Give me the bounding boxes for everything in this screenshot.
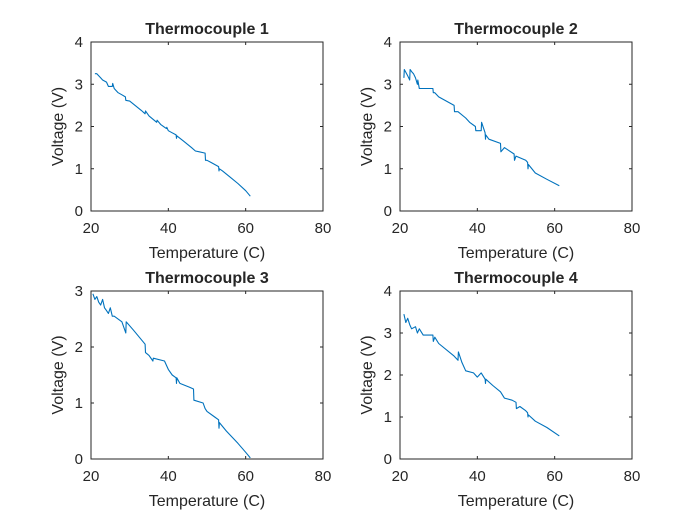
chart-title: Thermocouple 2 [454,21,578,38]
y-axis-label: Voltage (V) [50,335,67,414]
series-line-1 [94,73,251,197]
plot-area [399,41,633,212]
y-tick-label: 2 [75,119,83,136]
chart-title: Thermocouple 3 [145,270,269,287]
y-tick-label: 0 [384,451,392,468]
x-tick-label: 20 [392,220,409,237]
x-tick-label: 80 [315,220,332,237]
subplot-2: Thermocouple 2 20 40 60 80 0 1 2 3 4 Temperature (… [359,21,640,262]
y-tick-label: 3 [384,325,392,342]
chart-title: Thermocouple 1 [145,21,269,38]
x-axis-label: Temperature (C) [458,493,574,510]
y-axis-label: Voltage (V) [50,87,67,166]
y-axis-label: Voltage (V) [359,335,376,414]
x-tick-label: 80 [315,468,332,485]
x-tick-label: 60 [546,468,563,485]
x-tick-label: 60 [546,220,563,237]
y-tick-label: 0 [75,451,83,468]
y-tick-label: 0 [75,203,83,220]
x-tick-label: 80 [624,468,641,485]
y-tick-label: 3 [75,283,83,300]
x-tick-label: 80 [624,220,641,237]
x-tick-label: 60 [237,468,254,485]
y-tick-label: 0 [384,203,392,220]
y-tick-label: 4 [75,34,83,51]
plot-area [90,290,324,460]
y-tick-label: 2 [75,339,83,356]
y-tick-label: 1 [384,161,392,178]
subplot-1: Thermocouple 1 20 40 60 80 0 1 2 3 4 Temperature (… [50,21,331,262]
y-tick-label: 3 [75,76,83,93]
x-tick-label: 60 [237,220,254,237]
y-tick-label: 1 [75,161,83,178]
series-line-1 [403,68,560,187]
y-tick-label: 2 [384,367,392,384]
x-axis-label: Temperature (C) [149,245,265,262]
y-axis-label: Voltage (V) [359,87,376,166]
x-tick-label: 40 [160,468,177,485]
y-tick-label: 3 [384,76,392,93]
y-tick-label: 4 [384,34,392,51]
x-axis-label: Temperature (C) [149,493,265,510]
plot-area [399,290,633,460]
series-line-1 [403,313,560,437]
subplot-4: Thermocouple 4 20 40 60 80 0 1 2 3 4 Temperature (… [359,270,640,510]
plot-area [90,41,324,212]
subplot-3: Thermocouple 3 20 40 60 80 0 1 2 3 Temperature (C… [50,270,331,510]
series-line-1 [92,293,251,459]
x-tick-label: 40 [469,468,486,485]
x-tick-label: 40 [469,220,486,237]
chart-title: Thermocouple 4 [454,270,578,287]
x-tick-label: 40 [160,220,177,237]
x-tick-label: 20 [83,220,100,237]
y-tick-label: 1 [384,409,392,426]
x-axis-label: Temperature (C) [458,245,574,262]
x-tick-label: 20 [83,468,100,485]
y-tick-label: 4 [384,283,392,300]
y-tick-label: 1 [75,395,83,412]
x-tick-label: 20 [392,468,409,485]
y-tick-label: 2 [384,119,392,136]
